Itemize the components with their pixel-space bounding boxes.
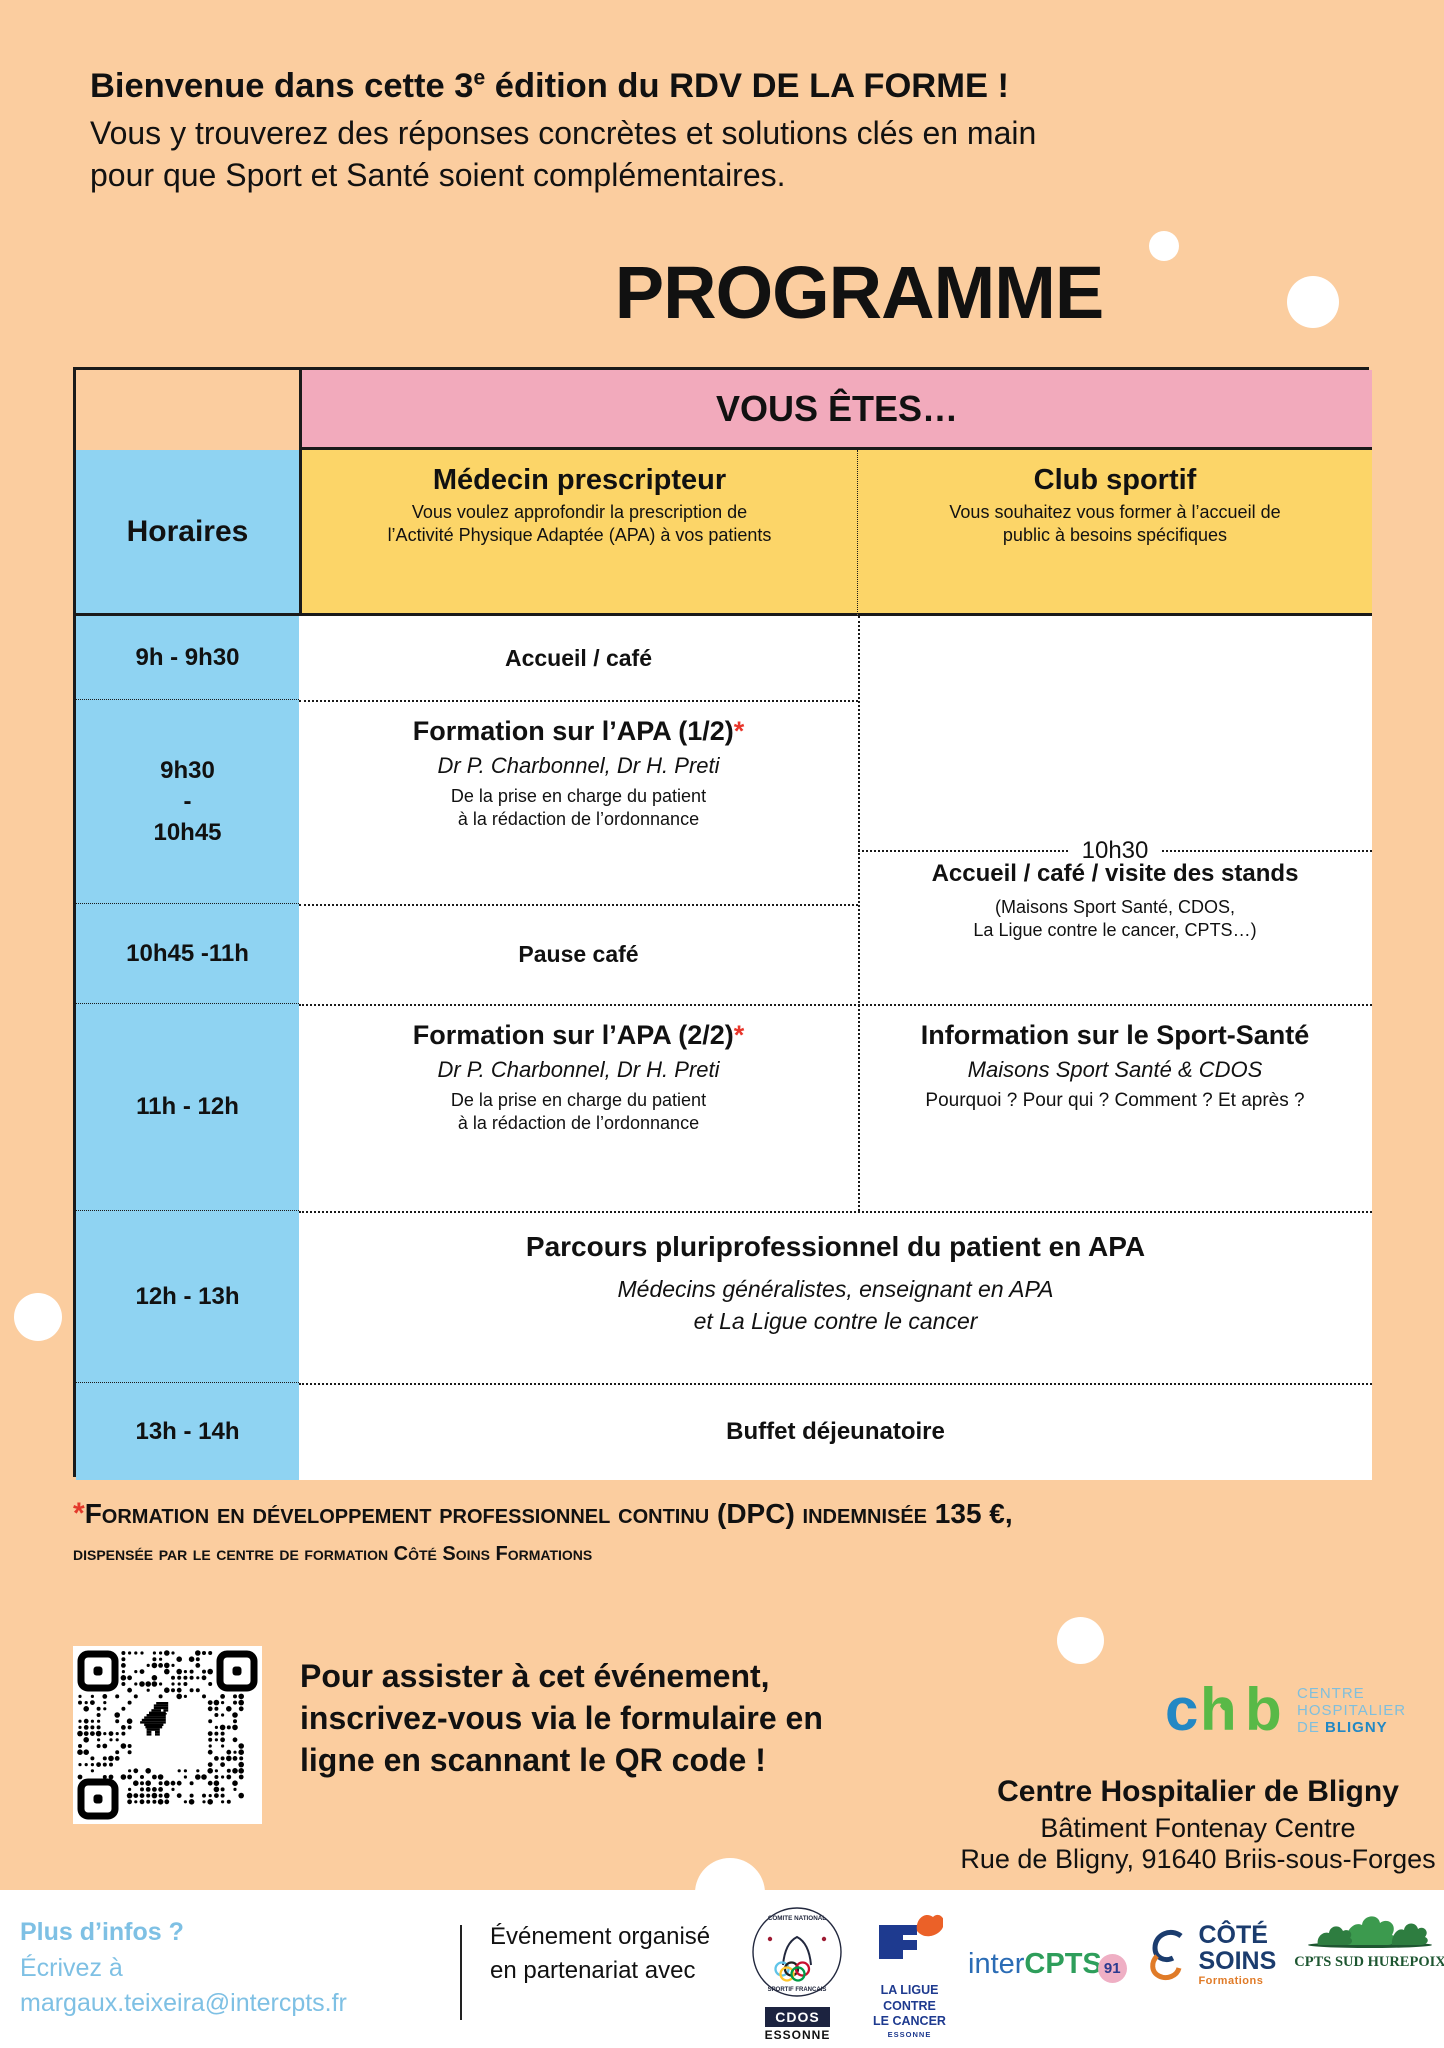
svg-text:SPORTIF FRANCAIS: SPORTIF FRANCAIS — [768, 1987, 827, 1993]
svg-text:c: c — [1165, 1676, 1198, 1743]
svg-text:DE BLIGNY: DE BLIGNY — [1297, 1719, 1388, 1736]
svg-text:b: b — [1245, 1676, 1282, 1743]
svg-text:h: h — [1200, 1676, 1237, 1743]
svg-text:COMITE NATIONAL: COMITE NATIONAL — [768, 1915, 826, 1922]
svg-text:CENTRE: CENTRE — [1297, 1685, 1365, 1702]
svg-text:HOSPITALIER: HOSPITALIER — [1297, 1702, 1406, 1719]
